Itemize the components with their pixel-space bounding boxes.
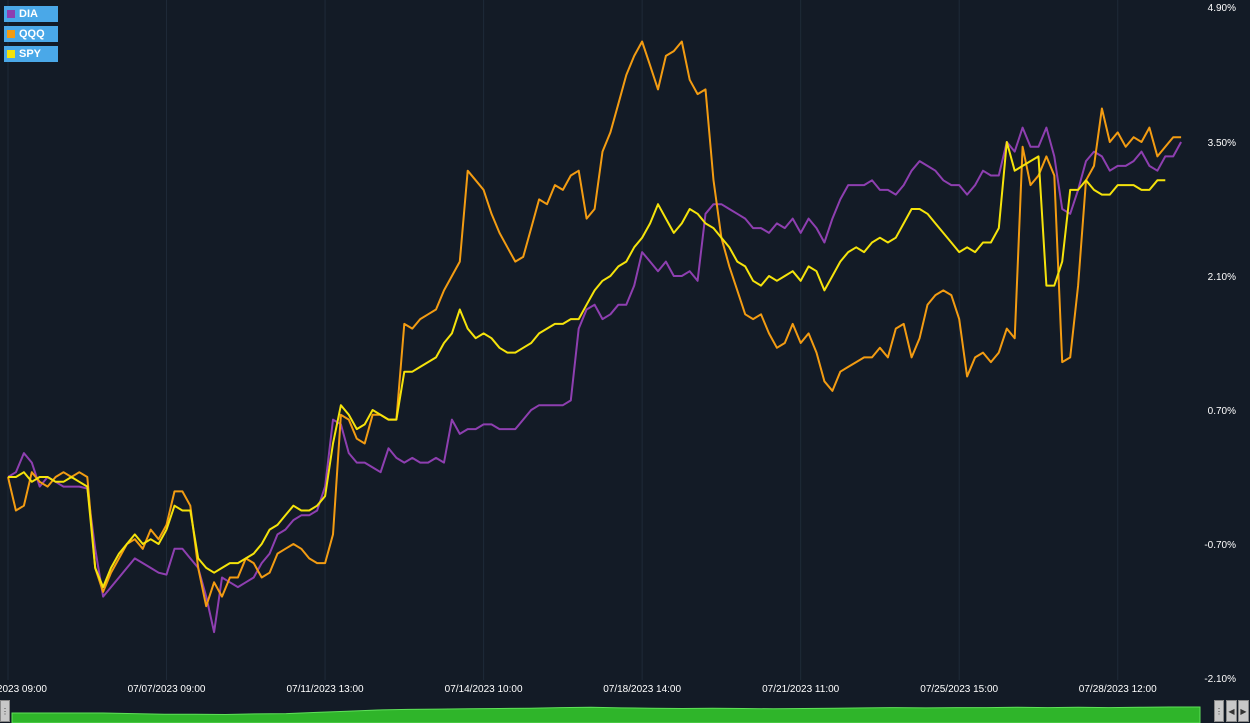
gridlines (7, 0, 1119, 680)
line-chart: 4.90% 3.50% 2.10% 0.70% -0.70% -2.10% 07/03/2… (0, 0, 1236, 695)
legend-swatch (7, 10, 15, 18)
x-tick-label: 07/14/2023 10:00 (445, 684, 523, 695)
navigator-handle-right[interactable]: ⋮ (1214, 700, 1224, 722)
y-axis: 4.90% 3.50% 2.10% 0.70% -0.70% -2.10% (1204, 3, 1236, 685)
legend-label: DIA (19, 8, 38, 20)
series-line-spy[interactable] (8, 141, 1166, 589)
grip-icon: ⋮ (1, 706, 9, 716)
series-line-qqq[interactable] (7, 40, 1182, 608)
y-tick-label: -0.70% (1204, 540, 1236, 551)
legend-label: SPY (19, 48, 42, 60)
legend-swatch (7, 50, 15, 58)
grip-icon: ⋮ (1215, 706, 1223, 716)
chevron-right-icon: ▶ (1240, 706, 1247, 716)
legend-swatch (7, 30, 15, 38)
x-tick-label: 07/07/2023 09:00 (128, 684, 206, 695)
x-tick-label: 07/11/2023 13:00 (287, 684, 365, 695)
legend-item-dia[interactable]: DIA (4, 6, 58, 22)
legend-item-qqq[interactable]: QQQ (4, 26, 58, 42)
x-tick-label: 07/18/2023 14:00 (603, 684, 681, 695)
chevron-left-icon: ◀ (1228, 706, 1235, 716)
navigator[interactable] (0, 699, 1250, 723)
y-tick-label: 0.70% (1208, 406, 1236, 417)
x-tick-label: 07/21/2023 11:00 (762, 684, 840, 695)
scroll-left-button[interactable]: ◀ (1226, 700, 1237, 722)
legend-label: QQQ (19, 28, 45, 40)
y-tick-label: 3.50% (1208, 138, 1236, 149)
y-tick-label: -2.10% (1204, 674, 1236, 685)
x-axis: 07/03/2023 09:00 07/07/2023 09:00 07/11/20… (0, 684, 1157, 695)
series-lines (7, 40, 1182, 634)
navigator-series-area (11, 706, 1201, 723)
y-tick-label: 2.10% (1208, 272, 1236, 283)
navigator-area (11, 706, 1201, 723)
scroll-right-button[interactable]: ▶ (1238, 700, 1249, 722)
y-tick-label: 4.90% (1208, 3, 1236, 14)
navigator-handle-left[interactable]: ⋮ (0, 700, 10, 722)
x-tick-label: 07/03/2023 09:00 (0, 684, 47, 695)
legend-item-spy[interactable]: SPY (4, 46, 58, 62)
x-tick-label: 07/25/2023 15:00 (920, 684, 998, 695)
series-line-dia[interactable] (7, 126, 1182, 634)
legend: DIA QQQ SPY (4, 6, 58, 62)
x-tick-label: 07/28/2023 12:00 (1079, 684, 1157, 695)
